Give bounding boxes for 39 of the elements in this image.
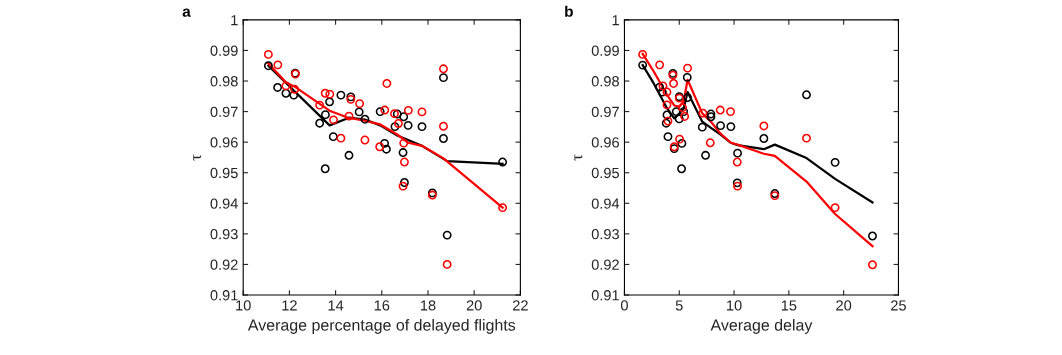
- x-tick-label: 5: [675, 300, 683, 311]
- y-tick-label: 0.93: [591, 228, 619, 240]
- y-tick-label: 1: [231, 15, 238, 26]
- y-tick-label: 0.91: [591, 290, 619, 301]
- x-tick-label: 25: [891, 300, 906, 311]
- x-tick-label: 10: [236, 300, 251, 311]
- y-tick-label: 0.91: [210, 290, 238, 301]
- x-axis-title: Average percentage of delayed flights: [247, 319, 516, 334]
- x-tick-label: 20: [466, 300, 482, 311]
- y-tick-label: 0.94: [591, 198, 620, 209]
- y-tick-label: 0.95: [591, 167, 619, 179]
- chart-title: b: [565, 5, 573, 17]
- y-tick-label: 0.99: [210, 45, 238, 56]
- y-tick-label: 0.93: [210, 228, 238, 240]
- y-tick-label: 0.95: [210, 167, 238, 179]
- y-tick-label: 0.92: [591, 259, 619, 270]
- x-tick-label: 22: [513, 300, 528, 311]
- y-tick-label: 0.96: [591, 137, 619, 148]
- y-axis-title: τ: [574, 154, 583, 161]
- y-tick-label: 0.96: [210, 137, 238, 148]
- y-tick-label: 0.99: [591, 45, 619, 56]
- y-tick-label: 0.98: [591, 76, 619, 87]
- y-tick-label: 0.97: [210, 106, 238, 118]
- x-tick-label: 12: [282, 300, 297, 311]
- y-tick-label: 1: [612, 15, 619, 26]
- y-tick-label: 0.94: [210, 198, 238, 209]
- x-tick-label: 16: [374, 300, 390, 311]
- x-tick-label: 0: [620, 300, 628, 311]
- x-tick-label: 18: [420, 300, 436, 311]
- y-tick-label: 0.98: [210, 76, 238, 87]
- x-tick-label: 20: [836, 300, 852, 311]
- x-tick-label: 10: [727, 300, 742, 311]
- x-tick-label: 15: [781, 300, 797, 311]
- x-axis-title: Average delay: [710, 319, 813, 334]
- y-tick-label: 0.92: [210, 259, 238, 270]
- y-axis-title: τ: [193, 154, 202, 161]
- chart-title: a: [182, 8, 191, 17]
- x-tick-label: 14: [328, 300, 344, 311]
- y-tick-label: 0.97: [591, 106, 619, 118]
